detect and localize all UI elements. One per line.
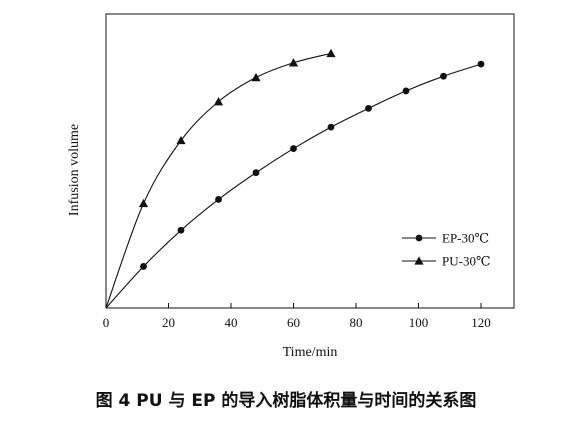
data-point-pu	[288, 58, 299, 67]
data-point-ep	[290, 145, 297, 152]
legend-marker-pu	[414, 256, 424, 265]
data-point-ep	[215, 196, 222, 203]
series-layer	[105, 48, 485, 309]
legend: EP-30℃ PU-30℃	[402, 231, 491, 269]
x-axis-ticks: 0 20 40 60 80 100 120	[103, 303, 491, 330]
data-point-pu	[138, 198, 149, 208]
data-point-pu	[213, 97, 224, 106]
series-line-ep	[105, 63, 482, 309]
data-point-pu	[326, 48, 336, 58]
x-tick-label: 0	[103, 315, 110, 330]
data-point-ep	[140, 263, 147, 270]
data-point-ep	[177, 226, 185, 234]
data-point-pu	[176, 135, 186, 145]
data-point-ep	[440, 72, 447, 80]
x-tick-label: 40	[225, 315, 238, 330]
x-tick-label: 20	[162, 315, 175, 330]
data-point-ep	[477, 60, 485, 68]
figure-caption: 图 4 PU 与 EP 的导入树脂体积量与时间的关系图	[95, 391, 477, 411]
x-tick-label: 100	[409, 315, 429, 330]
legend-marker-ep	[415, 234, 423, 242]
y-axis-title: Infusion volume	[67, 124, 82, 216]
data-point-ep	[365, 104, 372, 112]
plot-frame	[105, 13, 515, 309]
x-tick-label: 120	[471, 315, 491, 330]
legend-label-pu: PU-30℃	[442, 254, 491, 269]
data-point-ep	[252, 169, 260, 177]
data-point-pu	[251, 72, 261, 82]
data-point-ep	[327, 123, 335, 131]
legend-label-ep: EP-30℃	[442, 231, 489, 246]
x-axis-title: Time/min	[283, 345, 338, 360]
x-tick-label: 60	[287, 315, 300, 330]
chart: 0 20 40 60 80 100 120 Time/min Infusion volume…	[67, 13, 515, 360]
x-tick-label: 80	[350, 315, 363, 330]
data-point-ep	[402, 87, 410, 95]
